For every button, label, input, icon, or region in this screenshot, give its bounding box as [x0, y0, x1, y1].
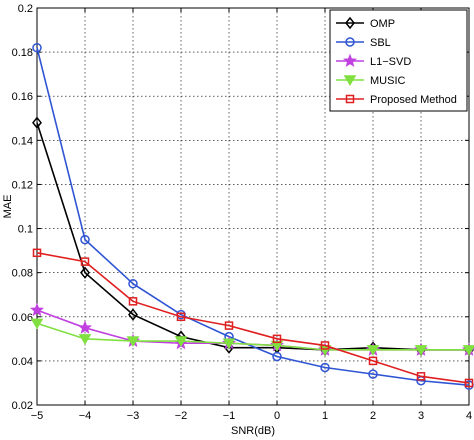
x-tick-label: −3	[127, 410, 140, 422]
series-omp	[32, 116, 474, 357]
data-point	[80, 234, 90, 245]
y-tick-label: 0.08	[12, 268, 33, 280]
legend-swatch-marker	[345, 37, 355, 47]
data-point	[77, 320, 93, 334]
series-proposed-method	[32, 248, 474, 388]
data-point	[32, 248, 42, 258]
data-point	[272, 334, 282, 344]
legend-label: L1−SVD	[370, 56, 411, 68]
series-music	[30, 318, 474, 356]
x-tick-label: −4	[79, 410, 92, 422]
series-group	[29, 42, 474, 390]
data-point	[222, 338, 236, 350]
legend-label: OMP	[370, 18, 395, 30]
legend: OMP SBL L1−SVD MUSIC Proposed Method	[329, 9, 468, 112]
data-point	[80, 257, 90, 266]
data-point	[128, 308, 138, 321]
legend-swatch-marker	[342, 53, 358, 67]
data-point	[272, 351, 282, 362]
x-tick-label: 0	[274, 410, 280, 422]
x-axis-label: SNR(dB)	[231, 425, 275, 437]
x-tick-label: 2	[370, 410, 376, 422]
data-point	[320, 362, 330, 373]
series-line	[36, 252, 470, 384]
y-tick-label: 0.18	[12, 47, 33, 59]
data-point	[32, 42, 42, 53]
y-tick-label: 0.04	[12, 356, 33, 368]
data-point	[368, 356, 378, 366]
legend-item: L1−SVD	[336, 53, 411, 68]
y-tick-label: 0.12	[12, 179, 33, 191]
x-tick-label: 4	[466, 410, 472, 422]
y-axis-label: MAE	[2, 195, 14, 219]
series-line	[36, 322, 469, 351]
legend-item: Proposed Method	[336, 94, 457, 106]
legend-item: MUSIC	[336, 75, 406, 87]
y-tick-label: 0.2	[18, 3, 33, 15]
grid	[37, 8, 469, 405]
data-point	[176, 312, 186, 322]
data-point	[30, 318, 44, 330]
legend-label: Proposed Method	[370, 94, 457, 106]
x-tick-label: 3	[418, 410, 424, 422]
data-point	[80, 266, 90, 279]
data-point	[78, 334, 92, 345]
x-tick-label: −5	[31, 410, 44, 422]
y-tick-label: 0.06	[12, 312, 33, 324]
data-point	[224, 321, 234, 330]
y-tick-label: 0.16	[12, 91, 33, 103]
data-point	[128, 297, 138, 306]
series-line	[36, 122, 469, 351]
y-tick-label: 0.14	[12, 135, 33, 147]
data-point	[462, 345, 474, 356]
legend-swatch-marker	[345, 94, 355, 104]
data-point	[270, 340, 284, 352]
data-point	[32, 116, 42, 129]
data-point	[416, 372, 426, 381]
legend-label: SBL	[370, 37, 391, 49]
data-point	[320, 341, 330, 350]
y-tick-label: 0.02	[12, 400, 33, 412]
x-tick-label: −2	[175, 410, 188, 422]
data-point	[464, 378, 474, 388]
data-point	[414, 345, 428, 356]
x-tick-label: −1	[223, 410, 236, 422]
plot-area-frame	[36, 7, 470, 406]
series-line	[36, 47, 470, 386]
legend-swatch-marker	[345, 16, 355, 30]
data-point	[174, 336, 188, 348]
legend-label: MUSIC	[370, 75, 406, 87]
y-tick-label: 0.1	[18, 224, 33, 236]
data-point	[366, 345, 380, 356]
legend-item: SBL	[336, 37, 391, 49]
legend-item: OMP	[336, 16, 395, 30]
x-tick-label: 1	[322, 410, 328, 422]
data-point	[368, 369, 378, 379]
axis-ticks: −5 −4 −3 −2 −1 0 1 2 3 4 0.02 0.04 0.06 0.08 0.1 0.12 0.…	[12, 3, 472, 422]
data-point	[29, 302, 45, 317]
data-point	[126, 336, 140, 348]
legend-swatch-marker	[343, 75, 357, 86]
data-point	[128, 278, 138, 289]
